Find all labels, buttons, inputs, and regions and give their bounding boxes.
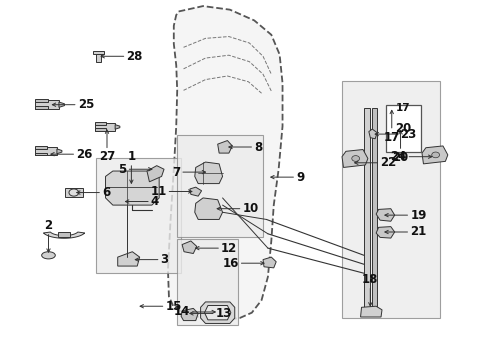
- Polygon shape: [65, 188, 82, 197]
- Polygon shape: [360, 306, 381, 317]
- Polygon shape: [95, 122, 105, 125]
- Polygon shape: [57, 149, 62, 154]
- Polygon shape: [95, 54, 101, 62]
- Text: 7: 7: [172, 166, 180, 179]
- Polygon shape: [375, 226, 394, 238]
- Text: 3: 3: [160, 253, 168, 266]
- Polygon shape: [93, 51, 103, 54]
- Polygon shape: [204, 306, 230, 320]
- Bar: [341, 81, 439, 318]
- Bar: [385, 105, 420, 152]
- Text: 20: 20: [391, 151, 408, 164]
- Polygon shape: [368, 129, 376, 139]
- Text: 27: 27: [99, 150, 115, 163]
- Polygon shape: [35, 100, 59, 109]
- Circle shape: [351, 156, 359, 161]
- Polygon shape: [200, 302, 234, 323]
- Text: 18: 18: [362, 273, 378, 285]
- Text: 13: 13: [215, 307, 231, 320]
- Polygon shape: [341, 149, 367, 167]
- Polygon shape: [58, 232, 70, 237]
- Polygon shape: [371, 108, 376, 311]
- Polygon shape: [35, 146, 47, 149]
- Polygon shape: [35, 99, 48, 102]
- Polygon shape: [189, 187, 201, 196]
- Text: 4: 4: [151, 195, 159, 208]
- Circle shape: [69, 189, 79, 196]
- Text: 21: 21: [409, 225, 426, 238]
- Polygon shape: [35, 153, 47, 156]
- Text: 19: 19: [409, 209, 426, 222]
- Polygon shape: [217, 140, 232, 153]
- Polygon shape: [182, 241, 196, 253]
- Polygon shape: [35, 147, 57, 156]
- Text: 6: 6: [102, 186, 110, 199]
- Text: 22: 22: [379, 156, 395, 169]
- Polygon shape: [421, 146, 447, 164]
- Bar: [177, 135, 262, 237]
- Polygon shape: [95, 128, 105, 131]
- Text: 16: 16: [222, 257, 238, 270]
- Polygon shape: [375, 209, 394, 221]
- Text: 9: 9: [296, 171, 304, 184]
- Text: 25: 25: [78, 98, 94, 111]
- Text: 12: 12: [221, 242, 237, 255]
- Text: 14: 14: [173, 306, 189, 319]
- Text: 15: 15: [165, 300, 182, 313]
- Polygon shape: [35, 106, 48, 109]
- Bar: [177, 239, 238, 325]
- Polygon shape: [59, 102, 64, 107]
- Text: 1: 1: [127, 150, 135, 163]
- Text: 20: 20: [394, 122, 411, 135]
- Polygon shape: [263, 257, 276, 268]
- Circle shape: [431, 152, 439, 158]
- Polygon shape: [115, 125, 120, 129]
- Text: 2: 2: [44, 219, 52, 232]
- Polygon shape: [43, 232, 84, 238]
- Polygon shape: [167, 6, 282, 320]
- Polygon shape: [181, 309, 198, 320]
- Ellipse shape: [41, 252, 55, 259]
- Text: 5: 5: [118, 163, 126, 176]
- Polygon shape: [194, 198, 222, 220]
- Polygon shape: [147, 166, 163, 182]
- Polygon shape: [194, 162, 222, 184]
- Text: 23: 23: [400, 127, 416, 141]
- Bar: [96, 158, 181, 273]
- Polygon shape: [118, 252, 140, 266]
- Polygon shape: [363, 108, 369, 311]
- Text: 28: 28: [126, 50, 142, 63]
- Text: 11: 11: [150, 185, 166, 198]
- Text: 17: 17: [383, 131, 399, 144]
- Text: 8: 8: [254, 140, 262, 153]
- Text: 10: 10: [242, 202, 258, 215]
- Text: 26: 26: [76, 148, 92, 161]
- Polygon shape: [95, 123, 115, 131]
- Polygon shape: [105, 171, 159, 205]
- Text: 24: 24: [389, 150, 406, 163]
- Text: 17: 17: [395, 103, 410, 113]
